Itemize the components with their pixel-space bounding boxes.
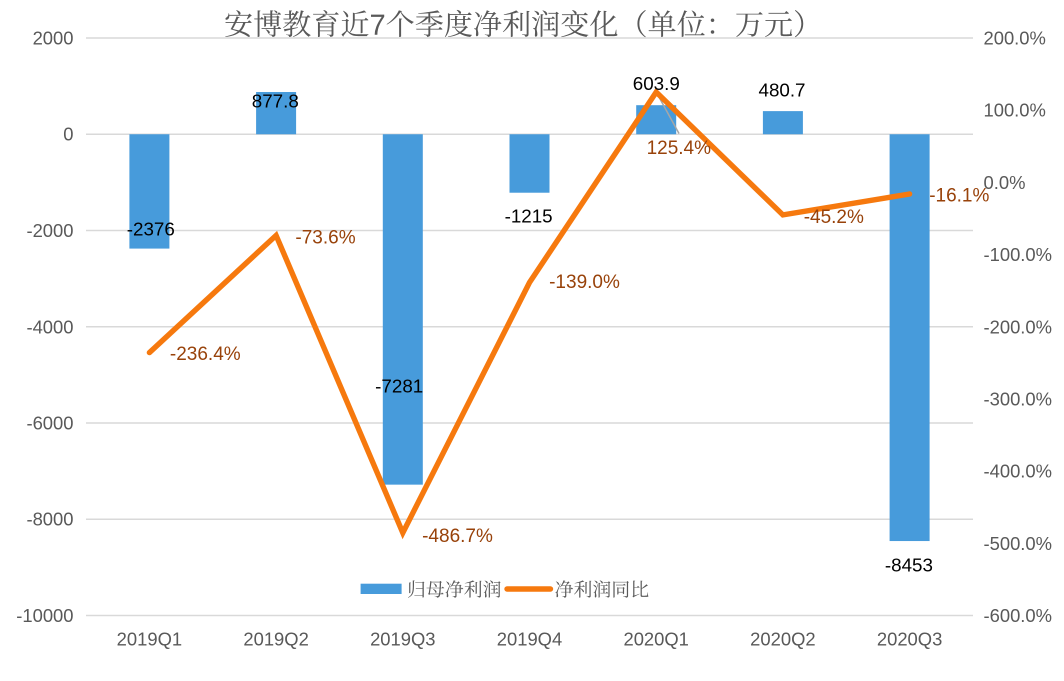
svg-text:-7281: -7281 bbox=[375, 376, 423, 397]
svg-text:0.0%: 0.0% bbox=[984, 172, 1026, 193]
svg-text:-73.6%: -73.6% bbox=[295, 228, 355, 249]
svg-text:-8453: -8453 bbox=[885, 555, 933, 576]
svg-text:0: 0 bbox=[63, 124, 73, 145]
svg-text:603.9: 603.9 bbox=[633, 73, 680, 94]
svg-text:-16.1%: -16.1% bbox=[929, 185, 989, 206]
svg-text:-45.2%: -45.2% bbox=[804, 207, 864, 228]
svg-text:-200.0%: -200.0% bbox=[984, 316, 1053, 337]
svg-text:125.4%: 125.4% bbox=[647, 138, 712, 159]
svg-text:-2000: -2000 bbox=[26, 220, 73, 241]
svg-text:-8000: -8000 bbox=[26, 509, 73, 530]
svg-text:2020Q3: 2020Q3 bbox=[877, 628, 942, 649]
svg-text:-300.0%: -300.0% bbox=[984, 388, 1053, 409]
svg-text:2019Q1: 2019Q1 bbox=[117, 628, 182, 649]
svg-text:-139.0%: -139.0% bbox=[549, 272, 620, 293]
svg-text:-486.7%: -486.7% bbox=[422, 526, 493, 547]
svg-text:480.7: 480.7 bbox=[759, 80, 806, 101]
svg-text:-236.4%: -236.4% bbox=[170, 344, 241, 365]
svg-text:-2376: -2376 bbox=[127, 219, 175, 240]
svg-text:-4000: -4000 bbox=[26, 316, 73, 337]
svg-text:-6000: -6000 bbox=[26, 413, 73, 434]
svg-text:2019Q2: 2019Q2 bbox=[243, 628, 308, 649]
svg-text:2019Q4: 2019Q4 bbox=[497, 628, 562, 649]
svg-text:-400.0%: -400.0% bbox=[984, 461, 1053, 482]
svg-text:2000: 2000 bbox=[33, 28, 74, 49]
svg-text:877.8: 877.8 bbox=[252, 91, 299, 112]
svg-text:100.0%: 100.0% bbox=[984, 100, 1046, 121]
svg-text:2020Q2: 2020Q2 bbox=[750, 628, 815, 649]
svg-text:-600.0%: -600.0% bbox=[984, 605, 1053, 626]
svg-text:-100.0%: -100.0% bbox=[984, 244, 1053, 265]
svg-text:2020Q1: 2020Q1 bbox=[623, 628, 688, 649]
svg-text:-1215: -1215 bbox=[505, 206, 553, 227]
svg-text:2019Q3: 2019Q3 bbox=[370, 628, 435, 649]
svg-text:200.0%: 200.0% bbox=[984, 28, 1046, 49]
svg-text:-500.0%: -500.0% bbox=[984, 533, 1053, 554]
svg-text:-10000: -10000 bbox=[16, 605, 73, 626]
